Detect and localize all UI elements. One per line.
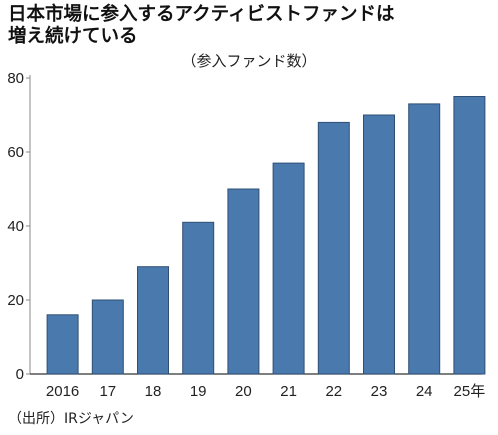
bar-23 [363, 114, 395, 375]
chart-title-line-1: 日本市場に参入するアクティビストファンドは [8, 4, 395, 25]
y-axis-ticks: 0 20 40 60 80 [7, 70, 30, 383]
x-tick-label: 22 [325, 383, 342, 400]
source-note: （出所）IRジャパン [8, 411, 134, 427]
x-axis-ticks: 2016 17 18 19 20 21 22 23 24 25年 [46, 383, 485, 400]
y-tick-label: 0 [16, 366, 24, 383]
x-tick-label: 25年 [454, 383, 486, 400]
y-tick-label: 60 [7, 144, 24, 161]
x-tick-label: 23 [371, 383, 388, 400]
bar-18 [137, 266, 169, 375]
y-tick-label: 20 [7, 292, 24, 309]
y-tick-label: 80 [7, 70, 24, 87]
x-tick-label: 19 [190, 383, 207, 400]
bar-2016 [46, 314, 79, 375]
x-tick-label: 21 [280, 383, 297, 400]
bar-21 [272, 162, 305, 375]
chart-title: 日本市場に参入するアクティビストファンドは 増え続けている [8, 4, 490, 48]
x-tick-label: 18 [145, 383, 162, 400]
bar-17 [91, 299, 124, 375]
x-tick-label: 24 [416, 383, 433, 400]
bar-22 [317, 121, 350, 375]
chart-subtitle: （参入ファンド数） [181, 52, 317, 70]
bar-24 [408, 103, 441, 375]
bar-19 [182, 221, 215, 375]
bars [46, 96, 486, 375]
y-tick-label: 40 [7, 218, 24, 235]
x-tick-label: 20 [235, 383, 252, 400]
x-tick-label: 2016 [46, 383, 79, 400]
x-tick-label: 17 [99, 383, 116, 400]
bar-25年 [453, 96, 486, 375]
chart-title-line-2: 増え続けている [8, 26, 138, 47]
bar-20 [227, 188, 260, 375]
